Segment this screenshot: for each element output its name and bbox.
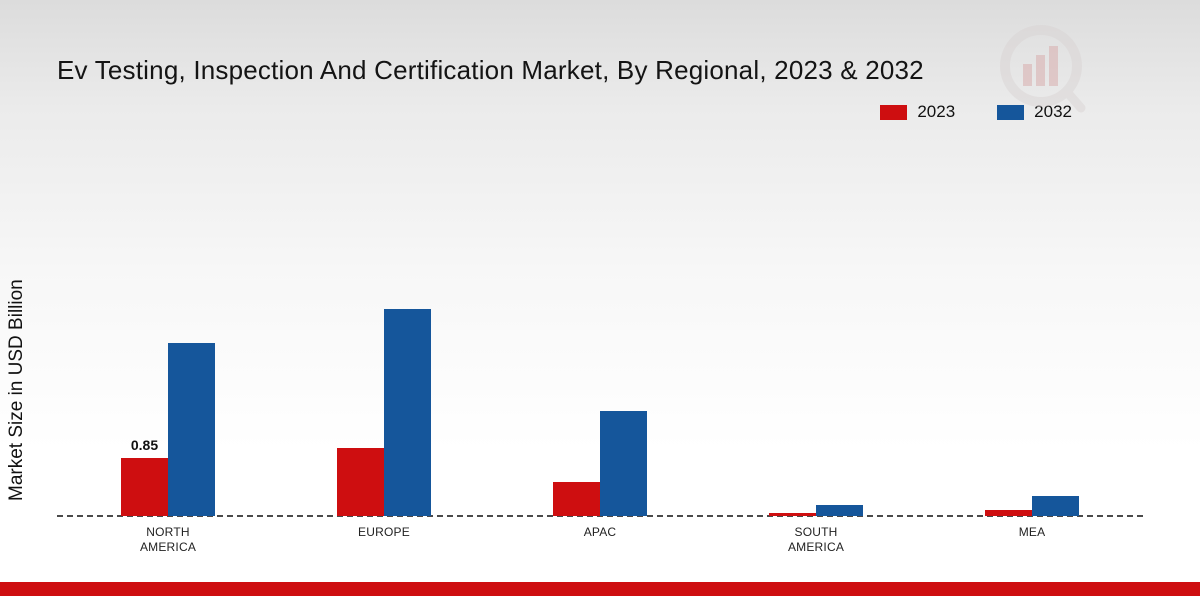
bar-2023-south-america bbox=[769, 513, 816, 516]
y-axis-label: Market Size in USD Billion bbox=[6, 279, 27, 501]
bar-2032-south-america bbox=[816, 505, 863, 516]
legend-swatch-2023 bbox=[880, 104, 908, 120]
bar-2023-apac bbox=[553, 482, 600, 516]
legend-label: 2032 bbox=[1034, 102, 1072, 121]
legend-item-2032: 2032 bbox=[997, 102, 1072, 122]
bar-2032-apac bbox=[600, 411, 647, 516]
footer-accent-bar bbox=[0, 582, 1200, 596]
legend-item-2023: 2023 bbox=[880, 102, 955, 122]
category-label-north-america: NORTH AMERICA bbox=[139, 525, 197, 554]
bar-2023-north-america bbox=[121, 458, 168, 516]
bar-2023-europe bbox=[337, 448, 384, 516]
category-label-apac: APAC bbox=[583, 525, 617, 539]
category-label-mea: MEA bbox=[1018, 525, 1046, 539]
bar-2032-europe bbox=[384, 309, 431, 516]
category-label-south-america: SOUTH AMERICA bbox=[787, 525, 845, 554]
legend: 2023 2032 bbox=[880, 102, 1072, 122]
watermark-logo bbox=[1000, 25, 1086, 113]
legend-swatch-2032 bbox=[997, 104, 1025, 120]
chart-title: Ev Testing, Inspection And Certification… bbox=[57, 55, 924, 86]
x-axis-baseline bbox=[57, 515, 1143, 517]
bar-2023-mea bbox=[985, 510, 1032, 516]
bar-value-label: 0.85 bbox=[130, 437, 159, 453]
bar-2032-mea bbox=[1032, 496, 1079, 516]
legend-label: 2023 bbox=[917, 102, 956, 121]
category-label-europe: EUROPE bbox=[358, 525, 410, 539]
bar-2032-north-america bbox=[168, 343, 215, 516]
